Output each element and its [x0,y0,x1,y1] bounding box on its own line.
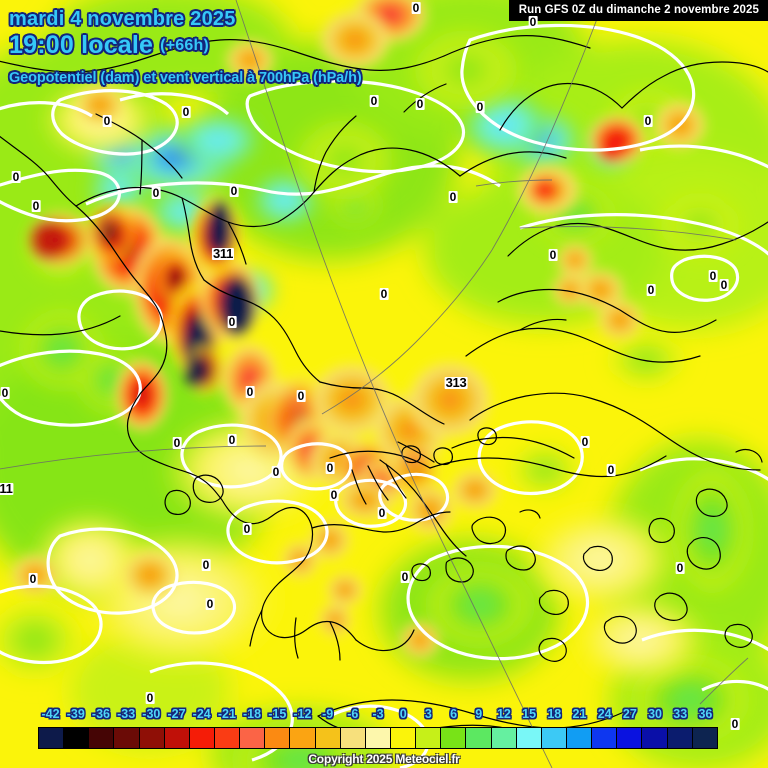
graticule-layer [0,0,749,768]
zero-contour-label: 0 [528,15,538,29]
zero-contour-label: 0 [227,433,237,447]
zero-contour-label: 0 [730,717,740,731]
zero-contour-label: 0 [296,389,306,403]
zero-contour-label: 0 [708,269,718,283]
geopotential-contour-label: 11 [0,481,14,496]
zero-contour-label: 0 [245,385,255,399]
zero-contour-label: 0 [31,199,41,213]
zero-contour-label: 0 [400,570,410,584]
geopotential-contour-label: 311 [211,246,235,261]
zero-contour-label: 0 [102,114,112,128]
zero-contour-label: 0 [329,488,339,502]
zero-contour-label: 0 [643,114,653,128]
zero-contour-label: 0 [606,463,616,477]
zero-contour-label: 0 [229,184,239,198]
model-run-banner: Run GFS 0Z du dimanche 2 novembre 2025 [508,0,768,21]
zero-contour-label: 0 [675,561,685,575]
zero-contour-label: 0 [548,248,558,262]
zero-contour-label: 0 [475,100,485,114]
zero-contour-label: 0 [379,287,389,301]
zero-contour-label: 0 [448,190,458,204]
zero-contour-label: 0 [0,386,10,400]
zero-contour-label: 0 [28,572,38,586]
zero-contour-label: 0 [145,691,155,705]
zero-contour-label: 0 [369,94,379,108]
geopotential-contour-label: 313 [444,375,468,390]
zero-contour-label: 0 [415,97,425,111]
zero-contour-label: 0 [377,506,387,520]
zero-contour-label: 0 [646,283,656,297]
zero-contour-label: 0 [227,315,237,329]
coastline-layer [0,35,768,741]
zero-contour-label: 0 [719,278,729,292]
zero-contour-label: 0 [242,522,252,536]
zero-contour-label: 0 [172,436,182,450]
zero-contour-label: 0 [181,105,191,119]
zero-contour-label: 0 [205,597,215,611]
zero-contour-label: 0 [151,186,161,200]
zero-contour-label: 0 [411,1,421,15]
zero-isoline-layer [0,23,768,768]
zero-contour-label: 0 [11,170,21,184]
zero-contour-label: 0 [201,558,211,572]
zero-contour-label: 0 [580,435,590,449]
zero-contour-label: 0 [271,465,281,479]
zero-contour-label: 0 [325,461,335,475]
